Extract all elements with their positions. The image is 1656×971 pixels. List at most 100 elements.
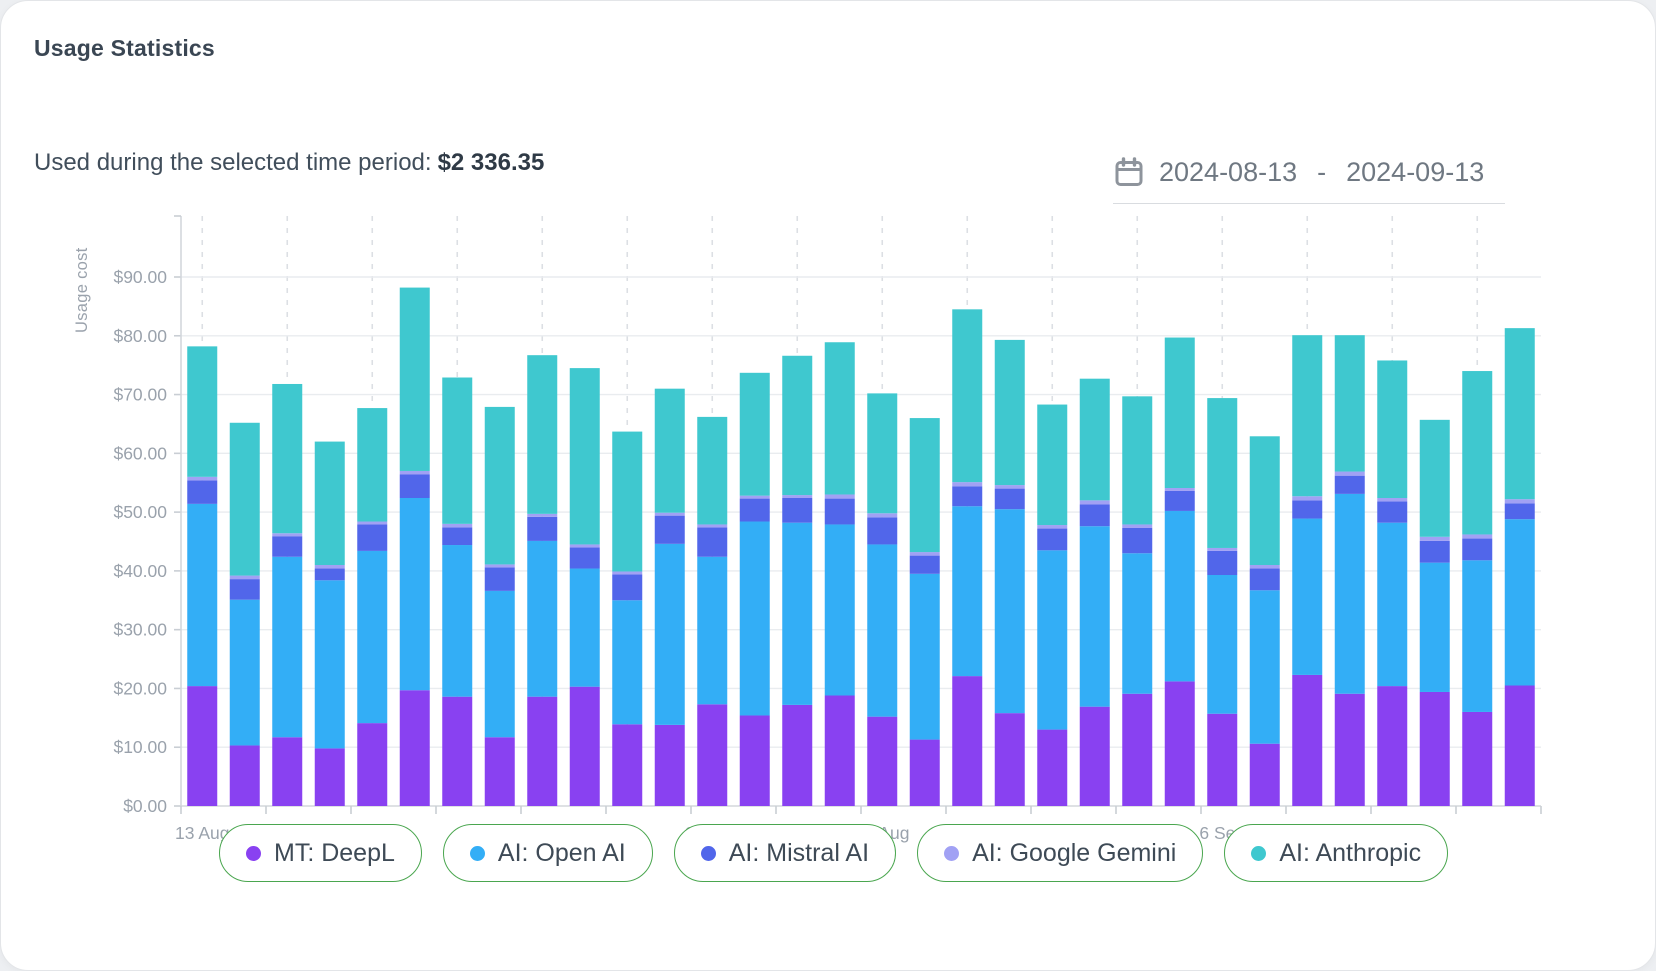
bar-segment[interactable]: 14 Aug — AI: Open AI: $24.80 bbox=[229, 599, 260, 746]
bar-segment[interactable]: 28 Aug — MT: DeepL: $18.80 bbox=[824, 695, 855, 806]
bar-segment[interactable]: 24 Aug — AI: Anthropic: $21.10 bbox=[654, 388, 685, 513]
bar-segment[interactable]: 19 Aug — AI: Google Gemini: $0.60 bbox=[442, 523, 473, 528]
bar-segment[interactable]: 16 Aug — AI: Google Gemini: $0.60 bbox=[314, 565, 345, 569]
bar-segment[interactable]: 10 Sep — AI: Google Gemini: $0.60 bbox=[1377, 498, 1408, 502]
bar-segment[interactable]: 13 Aug — AI: Google Gemini: $0.60 bbox=[187, 476, 218, 481]
bar-segment[interactable]: 31 Aug — AI: Mistral AI: $3.40 bbox=[952, 486, 983, 507]
bar-segment[interactable]: 20 Aug — AI: Mistral AI: $4.00 bbox=[484, 567, 515, 591]
bar-segment[interactable]: 12 Sep — AI: Mistral AI: $3.70 bbox=[1462, 538, 1493, 561]
bar-segment[interactable]: 25 Aug — AI: Anthropic: $18.30 bbox=[697, 416, 728, 525]
bar-segment[interactable]: 30 Aug — AI: Anthropic: $22.80 bbox=[909, 418, 940, 553]
bar-segment[interactable]: 8 Sep — AI: Anthropic: $27.40 bbox=[1292, 335, 1323, 497]
bar-segment[interactable]: 6 Sep — MT: DeepL: $15.70 bbox=[1207, 713, 1238, 806]
bar-segment[interactable]: 13 Sep — AI: Mistral AI: $2.70 bbox=[1504, 503, 1535, 520]
bar-segment[interactable]: 17 Aug — AI: Open AI: $29.30 bbox=[357, 550, 388, 724]
bar-segment[interactable]: 1 Sep — AI: Open AI: $34.70 bbox=[994, 509, 1025, 714]
bar-segment[interactable]: 27 Aug — AI: Google Gemini: $0.50 bbox=[782, 495, 813, 499]
bar-segment[interactable]: 6 Sep — AI: Open AI: $23.60 bbox=[1207, 575, 1238, 714]
bar-segment[interactable]: 11 Sep — AI: Anthropic: $19.90 bbox=[1419, 419, 1450, 537]
bar-segment[interactable]: 3 Sep — AI: Mistral AI: $3.70 bbox=[1079, 504, 1110, 527]
bar-segment[interactable]: 13 Sep — MT: DeepL: $20.50 bbox=[1504, 685, 1535, 806]
bar-segment[interactable]: 3 Sep — AI: Google Gemini: $0.70 bbox=[1079, 500, 1110, 505]
bar-segment[interactable]: 29 Aug — AI: Open AI: $29.30 bbox=[867, 544, 898, 717]
bar-segment[interactable]: 30 Aug — MT: DeepL: $11.30 bbox=[909, 739, 940, 806]
bar-segment[interactable]: 23 Aug — AI: Mistral AI: $4.40 bbox=[612, 574, 643, 601]
bar-segment[interactable]: 29 Aug — MT: DeepL: $15.20 bbox=[867, 716, 898, 806]
bar-segment[interactable]: 14 Aug — AI: Anthropic: $26.00 bbox=[229, 422, 260, 576]
legend-item-ai-open-ai[interactable]: AI: Open AI bbox=[442, 824, 653, 882]
bar-segment[interactable]: 26 Aug — AI: Open AI: $33.00 bbox=[739, 521, 770, 716]
bar-segment[interactable]: 7 Sep — AI: Google Gemini: $0.60 bbox=[1249, 565, 1280, 569]
bar-segment[interactable]: 24 Aug — MT: DeepL: $13.80 bbox=[654, 724, 685, 806]
bar-segment[interactable]: 20 Aug — AI: Open AI: $24.90 bbox=[484, 590, 515, 738]
bar-segment[interactable]: 16 Aug — AI: Mistral AI: $2.00 bbox=[314, 568, 345, 581]
bar-segment[interactable]: 21 Aug — AI: Anthropic: $27.00 bbox=[527, 355, 558, 514]
bar-segment[interactable]: 2 Sep — AI: Anthropic: $20.50 bbox=[1037, 404, 1068, 526]
bar-segment[interactable]: 31 Aug — AI: Anthropic: $29.40 bbox=[952, 309, 983, 483]
bar-segment[interactable]: 3 Sep — MT: DeepL: $16.90 bbox=[1079, 706, 1110, 806]
bar-segment[interactable]: 6 Sep — AI: Anthropic: $25.50 bbox=[1207, 398, 1238, 548]
bar-segment[interactable]: 1 Sep — MT: DeepL: $15.80 bbox=[994, 713, 1025, 806]
bar-segment[interactable]: 30 Aug — AI: Google Gemini: $0.60 bbox=[909, 552, 940, 556]
bar-segment[interactable]: 28 Aug — AI: Google Gemini: $0.70 bbox=[824, 494, 855, 499]
bar-segment[interactable]: 9 Sep — AI: Anthropic: $23.20 bbox=[1334, 335, 1365, 472]
bar-segment[interactable]: 18 Aug — MT: DeepL: $19.70 bbox=[399, 690, 430, 806]
bar-segment[interactable]: 10 Sep — AI: Open AI: $27.80 bbox=[1377, 522, 1408, 687]
bar-segment[interactable]: 11 Sep — AI: Mistral AI: $3.70 bbox=[1419, 540, 1450, 563]
bar-segment[interactable]: 19 Aug — AI: Mistral AI: $3.00 bbox=[442, 527, 473, 546]
bar-segment[interactable]: 10 Sep — MT: DeepL: $20.40 bbox=[1377, 686, 1408, 806]
bar-segment[interactable]: 16 Aug — MT: DeepL: $9.80 bbox=[314, 748, 345, 806]
date-range-picker[interactable]: 2024-08-13 - 2024-09-13 bbox=[1113, 141, 1505, 204]
bar-segment[interactable]: 25 Aug — AI: Google Gemini: $0.50 bbox=[697, 524, 728, 528]
bar-segment[interactable]: 14 Aug — AI: Google Gemini: $0.60 bbox=[229, 575, 260, 580]
bar-segment[interactable]: 5 Sep — AI: Open AI: $29.00 bbox=[1164, 510, 1195, 682]
bar-segment[interactable]: 27 Aug — MT: DeepL: $17.20 bbox=[782, 704, 813, 806]
bar-segment[interactable]: 12 Sep — AI: Open AI: $25.80 bbox=[1462, 560, 1493, 712]
bar-segment[interactable]: 28 Aug — AI: Open AI: $29.10 bbox=[824, 524, 855, 696]
bar-segment[interactable]: 14 Aug — MT: DeepL: $10.30 bbox=[229, 745, 260, 806]
bar-segment[interactable]: 23 Aug — AI: Open AI: $21.10 bbox=[612, 600, 643, 725]
bar-segment[interactable]: 5 Sep — AI: Anthropic: $25.60 bbox=[1164, 337, 1195, 489]
bar-segment[interactable]: 7 Sep — AI: Open AI: $26.10 bbox=[1249, 590, 1280, 744]
bar-segment[interactable]: 8 Sep — AI: Google Gemini: $0.70 bbox=[1292, 496, 1323, 501]
bar-segment[interactable]: 22 Aug — AI: Anthropic: $30.00 bbox=[569, 368, 600, 545]
bar-segment[interactable]: 6 Sep — AI: Mistral AI: $4.10 bbox=[1207, 550, 1238, 576]
bar-segment[interactable]: 16 Aug — AI: Open AI: $28.60 bbox=[314, 580, 345, 749]
bar-segment[interactable]: 11 Sep — MT: DeepL: $19.40 bbox=[1419, 691, 1450, 806]
bar-segment[interactable]: 23 Aug — AI: Google Gemini: $0.50 bbox=[612, 571, 643, 575]
bar-segment[interactable]: 15 Aug — AI: Anthropic: $25.40 bbox=[272, 383, 303, 534]
bar-segment[interactable]: 4 Sep — AI: Anthropic: $21.80 bbox=[1122, 396, 1153, 525]
bar-segment[interactable]: 4 Sep — AI: Google Gemini: $0.60 bbox=[1122, 524, 1153, 528]
bar-segment[interactable]: 2 Sep — AI: Mistral AI: $3.70 bbox=[1037, 528, 1068, 551]
bar-segment[interactable]: 7 Sep — MT: DeepL: $10.60 bbox=[1249, 743, 1280, 806]
legend-item-ai-google-gemini[interactable]: AI: Google Gemini bbox=[917, 824, 1204, 882]
bar-segment[interactable]: 29 Aug — AI: Google Gemini: $0.70 bbox=[867, 513, 898, 518]
bar-segment[interactable]: 31 Aug — AI: Google Gemini: $0.70 bbox=[952, 482, 983, 487]
bar-segment[interactable]: 20 Aug — MT: DeepL: $11.70 bbox=[484, 737, 515, 806]
bar-segment[interactable]: 22 Aug — AI: Open AI: $20.10 bbox=[569, 568, 600, 687]
legend-item-mt-deepl[interactable]: MT: DeepL bbox=[219, 824, 422, 882]
bar-segment[interactable]: 16 Aug — AI: Anthropic: $21.00 bbox=[314, 441, 345, 566]
bar-segment[interactable]: 23 Aug — AI: Anthropic: $23.80 bbox=[612, 431, 643, 572]
bar-segment[interactable]: 1 Sep — AI: Anthropic: $24.70 bbox=[994, 339, 1025, 486]
bar-segment[interactable]: 2 Sep — AI: Open AI: $30.50 bbox=[1037, 550, 1068, 730]
bar-segment[interactable]: 21 Aug — AI: Mistral AI: $4.10 bbox=[527, 516, 558, 541]
bar-segment[interactable]: 6 Sep — AI: Google Gemini: $0.50 bbox=[1207, 547, 1238, 551]
bar-segment[interactable]: 13 Sep — AI: Anthropic: $29.10 bbox=[1504, 328, 1535, 500]
bar-segment[interactable]: 22 Aug — AI: Google Gemini: $0.50 bbox=[569, 544, 600, 548]
bar-segment[interactable]: 7 Sep — AI: Mistral AI: $3.70 bbox=[1249, 568, 1280, 591]
bar-segment[interactable]: 15 Aug — AI: Google Gemini: $0.50 bbox=[272, 533, 303, 537]
bar-segment[interactable]: 9 Sep — AI: Google Gemini: $0.70 bbox=[1334, 471, 1365, 476]
bar-segment[interactable]: 21 Aug — AI: Google Gemini: $0.50 bbox=[527, 513, 558, 517]
bar-segment[interactable]: 8 Sep — AI: Mistral AI: $3.10 bbox=[1292, 500, 1323, 519]
bar-segment[interactable]: 15 Aug — AI: Open AI: $30.70 bbox=[272, 556, 303, 738]
bar-segment[interactable]: 5 Sep — MT: DeepL: $21.20 bbox=[1164, 681, 1195, 806]
bar-segment[interactable]: 27 Aug — AI: Mistral AI: $4.20 bbox=[782, 498, 813, 523]
bar-segment[interactable]: 2 Sep — AI: Google Gemini: $0.60 bbox=[1037, 525, 1068, 529]
bar-segment[interactable]: 12 Sep — AI: Google Gemini: $0.70 bbox=[1462, 534, 1493, 539]
bar-segment[interactable]: 12 Sep — AI: Anthropic: $27.80 bbox=[1462, 371, 1493, 535]
bar-segment[interactable]: 29 Aug — AI: Mistral AI: $4.60 bbox=[867, 517, 898, 545]
bar-segment[interactable]: 30 Aug — AI: Mistral AI: $3.10 bbox=[909, 555, 940, 574]
date-range-end[interactable]: 2024-09-13 bbox=[1346, 156, 1485, 187]
bar-segment[interactable]: 22 Aug — AI: Mistral AI: $3.60 bbox=[569, 547, 600, 569]
